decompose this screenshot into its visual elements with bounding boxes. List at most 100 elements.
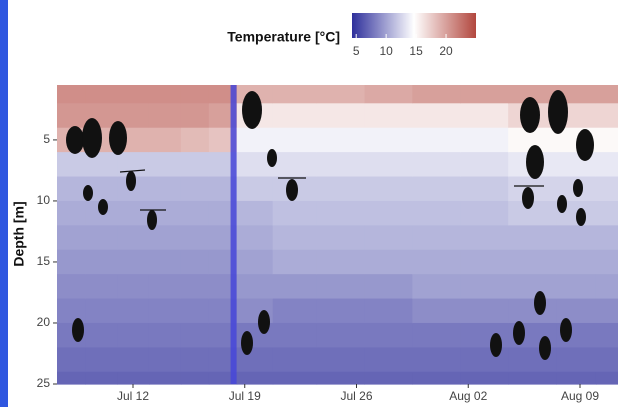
heat-cell <box>316 152 366 178</box>
heat-cell <box>180 103 210 129</box>
icon <box>520 97 540 133</box>
heat-cell <box>148 225 182 251</box>
heat-cell <box>316 249 366 275</box>
heat-cell <box>148 322 182 348</box>
heat-cell <box>117 322 150 348</box>
heat-cell <box>412 322 461 348</box>
heat-cell <box>595 249 618 275</box>
heat-cell <box>57 347 86 373</box>
heat-cell <box>460 225 509 251</box>
heat-cell <box>117 274 150 300</box>
heat-cell <box>316 200 366 226</box>
heat-cell <box>180 274 210 300</box>
heat-cell <box>595 371 618 385</box>
heat-cell <box>148 347 182 373</box>
heat-cell <box>148 85 182 104</box>
heat-cell <box>412 103 461 129</box>
colorbar <box>352 13 476 38</box>
icon <box>548 90 568 134</box>
heat-cell <box>148 371 182 385</box>
heat-cell <box>180 127 210 153</box>
heat-cell <box>508 249 557 275</box>
icon <box>526 145 544 179</box>
heat-cell <box>316 371 366 385</box>
heat-cell <box>316 127 366 153</box>
copepod-icons <box>66 90 594 360</box>
heat-cell <box>117 371 150 385</box>
heat-cell <box>595 225 618 251</box>
heat-cell <box>364 274 413 300</box>
heat-cell <box>316 298 366 324</box>
y-tick-label: 5 <box>43 132 50 146</box>
heat-cell <box>272 200 318 226</box>
heat-cell <box>57 85 86 104</box>
heat-cell <box>148 274 182 300</box>
heat-cell <box>117 298 150 324</box>
icon <box>534 291 546 315</box>
x-tick-label: Jul 12 <box>117 389 149 403</box>
heat-cell <box>364 249 413 275</box>
heat-cell <box>364 347 413 373</box>
icon <box>66 126 84 154</box>
heat-cell <box>595 200 618 226</box>
heat-cell <box>272 127 318 153</box>
heat-cell <box>316 103 366 129</box>
heat-cell <box>556 347 597 373</box>
y-tick-label: 15 <box>37 254 51 268</box>
icon <box>522 187 534 209</box>
heat-cell <box>412 85 461 104</box>
heat-cell <box>316 322 366 348</box>
x-tick-label: Jul 26 <box>340 389 372 403</box>
heat-cell <box>57 274 86 300</box>
heat-cell <box>595 176 618 202</box>
heat-cell <box>236 127 274 153</box>
heat-cell <box>208 371 238 385</box>
heat-cell <box>412 152 461 178</box>
y-axis-label: Depth [m] <box>11 201 27 266</box>
heat-cell <box>460 176 509 202</box>
heat-cell <box>364 371 413 385</box>
heat-cell <box>180 176 210 202</box>
icon <box>109 121 127 155</box>
heat-cell <box>508 298 557 324</box>
gap-line <box>230 85 237 384</box>
heat-cell <box>508 371 557 385</box>
icon <box>98 199 108 215</box>
colorbar-tick-label: 5 <box>353 44 360 58</box>
heat-cell <box>85 371 118 385</box>
heat-cell <box>272 249 318 275</box>
heat-cell <box>556 298 597 324</box>
icon <box>147 210 157 230</box>
icon <box>82 118 102 158</box>
heat-cell <box>412 347 461 373</box>
heat-cell <box>412 200 461 226</box>
heat-cell <box>412 225 461 251</box>
heat-cell <box>148 103 182 129</box>
heat-cell <box>595 347 618 373</box>
heat-cell <box>508 85 557 104</box>
heat-cell <box>364 298 413 324</box>
heat-cell <box>117 347 150 373</box>
heat-cell <box>460 127 509 153</box>
heat-cell <box>595 298 618 324</box>
heat-cell <box>460 200 509 226</box>
heat-cell <box>85 225 118 251</box>
heat-cell <box>412 371 461 385</box>
icon <box>258 310 270 334</box>
heat-cell <box>85 298 118 324</box>
y-tick-label: 20 <box>37 315 51 329</box>
heat-cell <box>595 274 618 300</box>
heat-cell <box>57 371 86 385</box>
heat-cell <box>364 152 413 178</box>
heat-cell <box>272 322 318 348</box>
heat-cell <box>412 176 461 202</box>
icon <box>576 208 586 226</box>
heat-cell <box>595 127 618 153</box>
heat-cell <box>316 176 366 202</box>
heat-cell <box>236 274 274 300</box>
x-tick-label: Aug 09 <box>561 389 599 403</box>
heat-cell <box>85 249 118 275</box>
icon <box>126 171 136 191</box>
heat-cell <box>460 371 509 385</box>
